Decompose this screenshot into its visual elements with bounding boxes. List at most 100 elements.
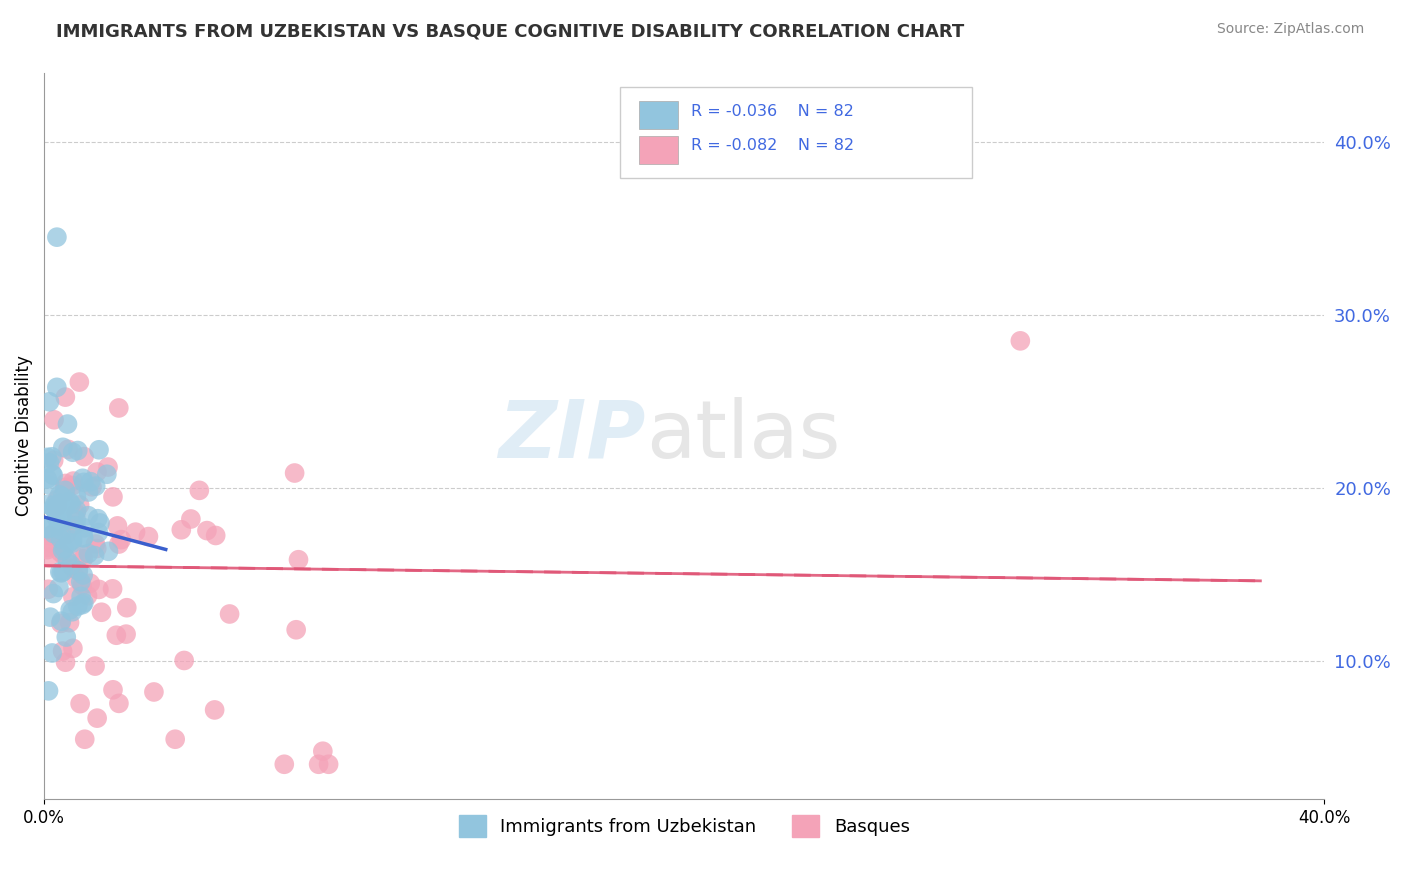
Point: [37, 498, 59, 512]
Point: [42, 453, 65, 467]
Point: [65, 519, 87, 533]
Point: [65, 507, 87, 521]
Point: [101, 490, 124, 504]
Point: [46, 492, 69, 507]
Point: [39, 610, 62, 624]
Point: [52, 440, 75, 454]
Point: [124, 525, 146, 540]
Point: [87, 442, 110, 457]
Point: [173, 653, 195, 667]
Point: [73, 450, 96, 464]
Text: atlas: atlas: [645, 397, 841, 475]
Bar: [640, 136, 678, 164]
Point: [284, 466, 307, 480]
Point: [101, 682, 124, 697]
Point: [285, 623, 308, 637]
Point: [218, 607, 240, 621]
Point: [312, 744, 335, 758]
Point: [65, 489, 87, 503]
Text: ZIP: ZIP: [499, 397, 645, 475]
Point: [86, 512, 108, 526]
Point: [80, 480, 103, 494]
Point: [56, 442, 79, 457]
Point: [44, 497, 66, 511]
Point: [65, 571, 87, 585]
Point: [38, 456, 60, 470]
Point: [51, 508, 73, 522]
Legend: Immigrants from Uzbekistan, Basques: Immigrants from Uzbekistan, Basques: [451, 808, 917, 844]
Point: [48, 519, 70, 533]
Point: [66, 443, 89, 458]
Point: [37, 521, 59, 535]
Point: [51, 490, 73, 504]
Point: [55, 528, 77, 542]
Point: [66, 599, 89, 613]
Point: [96, 467, 118, 482]
Point: [60, 536, 83, 550]
Point: [86, 711, 108, 725]
Point: [53, 483, 76, 498]
Point: [58, 495, 80, 509]
Point: [72, 568, 94, 582]
Point: [101, 582, 124, 596]
Y-axis label: Cognitive Disability: Cognitive Disability: [15, 356, 32, 516]
Point: [72, 551, 94, 566]
Point: [73, 475, 96, 490]
Point: [77, 485, 100, 500]
Point: [69, 574, 91, 589]
Point: [97, 460, 120, 475]
Text: Source: ZipAtlas.com: Source: ZipAtlas.com: [1216, 22, 1364, 37]
Point: [46, 499, 69, 513]
Point: [107, 519, 129, 533]
Point: [42, 500, 65, 515]
Point: [42, 537, 65, 551]
Text: IMMIGRANTS FROM UZBEKISTAN VS BASQUE COGNITIVE DISABILITY CORRELATION CHART: IMMIGRANTS FROM UZBEKISTAN VS BASQUE COG…: [56, 22, 965, 40]
Point: [69, 498, 91, 512]
FancyBboxPatch shape: [620, 87, 973, 178]
Point: [105, 628, 128, 642]
Point: [48, 488, 70, 502]
Point: [38, 550, 60, 565]
Point: [49, 523, 72, 537]
Point: [318, 757, 340, 772]
Point: [77, 547, 100, 561]
Point: [53, 390, 76, 404]
Point: [84, 479, 107, 493]
Point: [1010, 334, 1032, 348]
Point: [48, 581, 70, 595]
Point: [73, 596, 96, 610]
Point: [195, 524, 218, 538]
Point: [59, 603, 82, 617]
Point: [308, 757, 330, 772]
Point: [86, 465, 108, 479]
Point: [204, 528, 226, 542]
Point: [42, 413, 65, 427]
Point: [52, 565, 75, 579]
Point: [53, 480, 76, 494]
Point: [84, 659, 107, 673]
Point: [60, 497, 83, 511]
Point: [70, 590, 93, 604]
Point: [38, 394, 60, 409]
Point: [60, 605, 83, 619]
Point: [62, 445, 84, 459]
Point: [56, 417, 79, 431]
Point: [62, 561, 84, 575]
Point: [62, 641, 84, 656]
Point: [59, 558, 82, 572]
Point: [49, 496, 72, 510]
Point: [72, 531, 94, 545]
Point: [49, 515, 72, 529]
Point: [44, 501, 66, 516]
Point: [42, 468, 65, 483]
Point: [79, 576, 101, 591]
Point: [49, 616, 72, 631]
Point: [38, 522, 60, 536]
Bar: [640, 102, 678, 128]
Point: [37, 450, 59, 465]
Point: [90, 605, 112, 619]
Point: [37, 582, 59, 597]
Point: [55, 476, 77, 491]
Point: [37, 541, 59, 555]
Point: [180, 512, 202, 526]
